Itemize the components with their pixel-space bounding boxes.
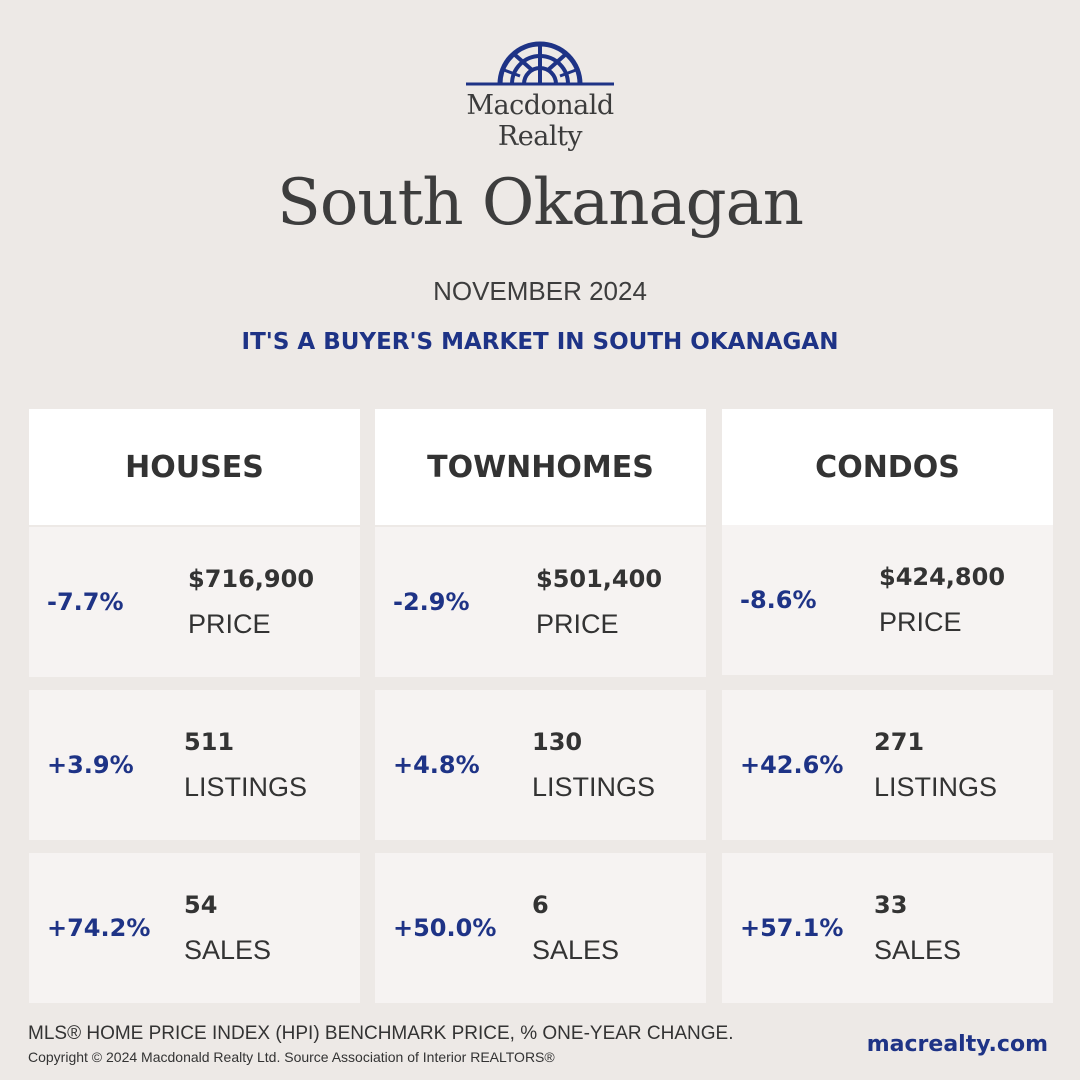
change-percent: +4.8%	[393, 751, 480, 779]
brand-logo: Macdonald Realty	[460, 40, 620, 164]
column-heading: TOWNHOMES	[375, 409, 706, 525]
column-heading: HOUSES	[29, 409, 360, 525]
townhomes-column: TOWNHOMES -2.9% $501,400 PRICE +4.8% 130…	[375, 409, 706, 1003]
stat-card-listings: +4.8% 130 LISTINGS	[375, 690, 706, 840]
stat-value: 130	[532, 728, 583, 756]
houses-column: HOUSES -7.7% $716,900 PRICE +3.9% 511 LI…	[29, 409, 360, 1003]
market-tagline: IT'S A BUYER'S MARKET IN SOUTH OKANAGAN	[241, 329, 839, 355]
stat-label: LISTINGS	[874, 772, 998, 802]
stat-value: $424,800	[879, 563, 1006, 591]
stat-card-price: -7.7% $716,900 PRICE	[29, 527, 360, 677]
report-period: NOVEMBER 2024	[433, 276, 647, 306]
change-percent: -8.6%	[740, 586, 817, 614]
stat-card-price: -8.6% $424,800 PRICE	[722, 525, 1053, 675]
condos-column: CONDOS -8.6% $424,800 PRICE +42.6% 271 L…	[722, 409, 1053, 1003]
stat-label: SALES	[532, 935, 620, 965]
stat-value: $501,400	[536, 565, 663, 593]
stat-label: SALES	[874, 935, 962, 965]
stat-label: PRICE	[536, 609, 619, 639]
hpi-footnote: MLS® HOME PRICE INDEX (HPI) BENCHMARK PR…	[28, 1023, 734, 1044]
stat-card-price: -2.9% $501,400 PRICE	[375, 527, 706, 677]
stat-card-listings: +42.6% 271 LISTINGS	[722, 690, 1053, 840]
change-percent: -2.9%	[393, 588, 470, 616]
change-percent: +57.1%	[740, 914, 844, 942]
stat-value: 54	[184, 891, 218, 919]
change-percent: +74.2%	[47, 914, 151, 942]
sunburst-logo-icon	[466, 41, 614, 86]
stat-value: $716,900	[188, 565, 315, 593]
stat-label: SALES	[184, 935, 272, 965]
column-heading: CONDOS	[722, 409, 1053, 525]
stat-card-listings: +3.9% 511 LISTINGS	[29, 690, 360, 840]
stat-label: PRICE	[879, 607, 962, 637]
change-percent: +42.6%	[740, 751, 844, 779]
page-title: South Okanagan	[277, 166, 804, 240]
copyright-notice: Copyright © 2024 Macdonald Realty Ltd. S…	[28, 1049, 555, 1065]
stat-card-sales: +57.1% 33 SALES	[722, 853, 1053, 1003]
logo-wordmark-line2: Realty	[497, 121, 583, 152]
stat-value: 6	[532, 891, 549, 919]
change-percent: +3.9%	[47, 751, 134, 779]
change-percent: +50.0%	[393, 914, 497, 942]
stat-card-sales: +74.2% 54 SALES	[29, 853, 360, 1003]
stat-value: 271	[874, 728, 925, 756]
website-link[interactable]: macrealty.com	[866, 1032, 1048, 1057]
stat-label: LISTINGS	[184, 772, 308, 802]
stat-label: LISTINGS	[532, 772, 656, 802]
change-percent: -7.7%	[47, 588, 124, 616]
stat-value: 511	[184, 728, 235, 756]
logo-wordmark-line1: Macdonald	[466, 90, 614, 121]
stat-label: PRICE	[188, 609, 271, 639]
stat-card-sales: +50.0% 6 SALES	[375, 853, 706, 1003]
stat-value: 33	[874, 891, 908, 919]
